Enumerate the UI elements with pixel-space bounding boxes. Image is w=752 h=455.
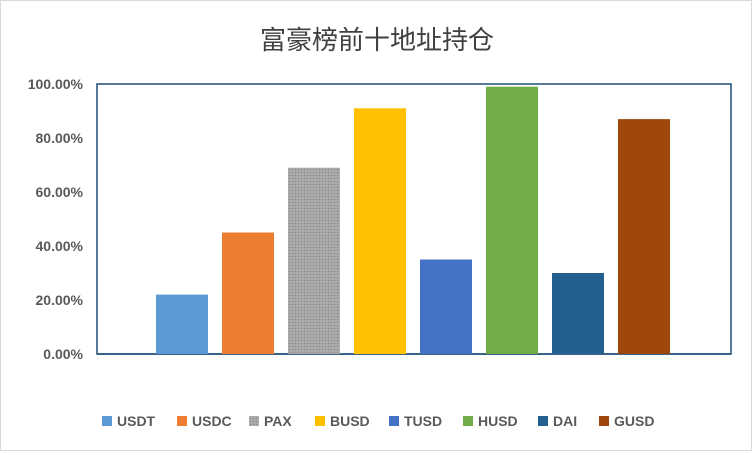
legend-swatch-pax — [249, 416, 259, 426]
legend: USDT USDC PAX BUSD TUSD HUSD DAI GUSD — [102, 413, 654, 429]
legend-swatch-busd — [315, 416, 325, 426]
legend-label-pax: PAX — [264, 413, 292, 429]
y-tick-label: 100.00% — [28, 76, 84, 92]
y-tick-label: 40.00% — [36, 238, 84, 254]
bar-gusd — [618, 119, 670, 354]
bar-husd — [486, 86, 538, 354]
chart-title: 富豪榜前十地址持仓 — [260, 25, 494, 55]
y-tick-label: 80.00% — [36, 130, 84, 146]
legend-label-husd: HUSD — [478, 413, 518, 429]
legend-label-usdt: USDT — [117, 413, 156, 429]
bar-dai — [552, 273, 604, 354]
bar-usdt — [156, 294, 208, 354]
legend-label-dai: DAI — [553, 413, 577, 429]
y-tick-label: 0.00% — [43, 346, 83, 362]
legend-swatch-dai — [538, 416, 548, 426]
legend-swatch-usdt — [102, 416, 112, 426]
bars — [156, 86, 670, 354]
bar-usdc — [222, 232, 274, 354]
y-axis: 0.00% 20.00% 40.00% 60.00% 80.00% 100.00% — [28, 76, 84, 362]
bar-pax — [288, 167, 340, 354]
bar-busd — [354, 108, 406, 354]
legend-label-gusd: GUSD — [614, 413, 654, 429]
legend-swatch-usdc — [177, 416, 187, 426]
legend-swatch-husd — [463, 416, 473, 426]
y-tick-label: 60.00% — [36, 184, 84, 200]
legend-label-usdc: USDC — [192, 413, 232, 429]
legend-label-busd: BUSD — [330, 413, 370, 429]
legend-swatch-gusd — [599, 416, 609, 426]
bar-tusd — [420, 259, 472, 354]
legend-label-tusd: TUSD — [404, 413, 442, 429]
y-tick-label: 20.00% — [36, 292, 84, 308]
legend-swatch-tusd — [389, 416, 399, 426]
